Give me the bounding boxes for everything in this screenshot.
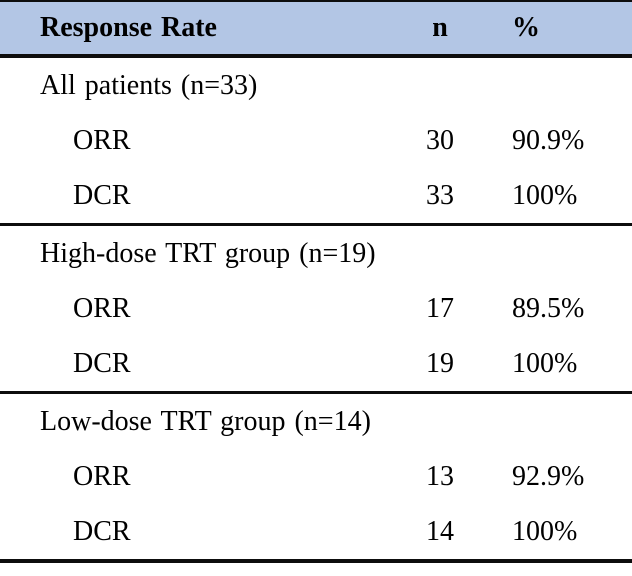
table-row: ORR 17 89.5%	[0, 281, 632, 336]
n-value: 30	[426, 124, 454, 156]
table-row: ORR 30 90.9%	[0, 113, 632, 168]
section-all-patients: All patients (n=33) ORR 30 90.9% DCR 33 …	[0, 58, 632, 223]
group-title-row: High-dose TRT group (n=19)	[0, 226, 632, 281]
row-label: ORR	[73, 124, 131, 156]
n-value: 14	[426, 515, 454, 547]
pct-value: 92.9%	[512, 460, 585, 492]
header-n: n	[432, 12, 448, 43]
header-percent: %	[512, 12, 540, 43]
header-response-rate: Response Rate	[40, 12, 217, 43]
group-title-row: Low-dose TRT group (n=14)	[0, 394, 632, 449]
row-label: DCR	[73, 179, 131, 211]
results-table: Response Rate n % All patients (n=33) OR…	[0, 0, 632, 563]
table-row: DCR 33 100%	[0, 168, 632, 223]
n-value: 13	[426, 460, 454, 492]
n-value: 19	[426, 347, 454, 379]
row-label: ORR	[73, 460, 131, 492]
group-title: Low-dose TRT group (n=14)	[40, 405, 371, 437]
row-label: DCR	[73, 347, 131, 379]
group-title-row: All patients (n=33)	[0, 58, 632, 113]
group-title: All patients (n=33)	[40, 69, 258, 101]
table-row: DCR 14 100%	[0, 504, 632, 559]
row-label: ORR	[73, 292, 131, 324]
table-row: ORR 13 92.9%	[0, 449, 632, 504]
table-row: DCR 19 100%	[0, 336, 632, 391]
group-title: High-dose TRT group (n=19)	[40, 237, 376, 269]
table-header-row: Response Rate n %	[0, 2, 632, 58]
pct-value: 89.5%	[512, 292, 585, 324]
pct-value: 100%	[512, 515, 578, 547]
section-high-dose: High-dose TRT group (n=19) ORR 17 89.5% …	[0, 223, 632, 391]
n-value: 33	[426, 179, 454, 211]
pct-value: 100%	[512, 179, 578, 211]
n-value: 17	[426, 292, 454, 324]
section-low-dose: Low-dose TRT group (n=14) ORR 13 92.9% D…	[0, 391, 632, 559]
row-label: DCR	[73, 515, 131, 547]
pct-value: 90.9%	[512, 124, 585, 156]
pct-value: 100%	[512, 347, 578, 379]
